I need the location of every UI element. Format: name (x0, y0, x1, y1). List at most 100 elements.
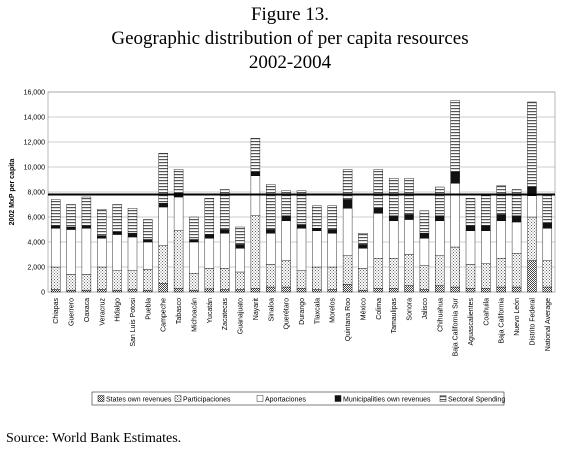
bar-segment (158, 153, 168, 204)
bar-segment (281, 220, 291, 261)
bar-segment (342, 169, 353, 200)
bar-segment (204, 238, 215, 269)
bar-segment (527, 101, 537, 188)
legend-swatch (97, 395, 105, 402)
bar-segment (465, 225, 476, 231)
bar-segment (189, 239, 199, 243)
bar-segment (281, 215, 291, 221)
bar-segment (435, 220, 445, 256)
bar-segment (465, 264, 476, 289)
bar-segment (81, 228, 92, 275)
bar-segment (204, 234, 215, 239)
bar-segment (266, 264, 276, 288)
bar-segment (481, 230, 491, 264)
bar-segment (235, 289, 245, 293)
title-line: Geographic distribution of per capita re… (111, 28, 468, 49)
x-tick-label: Baja California (499, 298, 506, 344)
bar-segment (143, 289, 153, 293)
bar-segment (189, 273, 199, 291)
x-tick-label: Veracruz (99, 298, 106, 326)
bar-segment (235, 244, 245, 249)
bar-segment (66, 289, 76, 293)
bar-segment (219, 233, 230, 269)
bar-segment (235, 271, 245, 290)
bar-segment (327, 266, 337, 290)
legend-swatch (174, 395, 182, 402)
bar-segment (127, 236, 138, 271)
bar-segment (158, 245, 168, 284)
x-tick-label: Oaxaca (84, 298, 91, 322)
bar-segment (527, 260, 537, 293)
bar-segment (143, 219, 153, 240)
x-tick-label: Morelos (330, 298, 337, 323)
bar-segment (204, 198, 215, 235)
bar-segment (450, 183, 460, 248)
bar-segment (173, 230, 184, 289)
bar-segment (173, 288, 184, 293)
y-axis-label: 2002 MxP per capita (9, 159, 16, 226)
bar-segment (250, 171, 261, 176)
bar-segment (404, 178, 414, 215)
bar-segment (542, 223, 553, 229)
bar-segment (404, 214, 414, 220)
bar-segment (127, 208, 138, 234)
bar-segment (388, 288, 399, 293)
bar-segment (97, 238, 107, 268)
bar-segment (542, 194, 553, 224)
legend-label: Aportaciones (265, 397, 306, 404)
y-tick-label: 6,000 (27, 215, 45, 222)
bar-segment (542, 260, 553, 288)
bar-segment (266, 286, 276, 293)
bar-segment (373, 258, 384, 289)
bar-segment (296, 228, 307, 271)
bar-segment (250, 215, 261, 289)
bar-segment (419, 238, 430, 266)
bar-segment (419, 289, 430, 293)
bar-segment (450, 100, 460, 173)
bar-segment (97, 235, 107, 239)
x-tick-label: Distrito Federal (529, 298, 536, 346)
x-tick-label: Hidalgo (115, 298, 122, 322)
bar-segment (50, 289, 61, 293)
bar-segment (112, 289, 122, 293)
bar-segment (327, 205, 337, 230)
bar-segment (81, 274, 92, 291)
bar-segment (219, 268, 230, 290)
title-line: 2002-2004 (249, 52, 332, 73)
x-tick-label: Chihuahua (437, 298, 444, 332)
bar-segment (511, 253, 522, 288)
legend-swatch (256, 395, 264, 402)
bar-segment (388, 215, 399, 221)
x-tick-label: Guerrero (69, 298, 76, 326)
x-tick-label: Jalisco (422, 298, 429, 320)
x-tick-label: Querétaro (284, 298, 291, 330)
y-tick-label: 2,000 (27, 265, 45, 272)
x-tick-label: Durango (299, 298, 306, 325)
bar-segment (496, 214, 506, 221)
bar-segment (511, 221, 522, 254)
bar-segment (342, 284, 353, 293)
bar-segment (435, 285, 445, 293)
bar-segment (50, 266, 61, 290)
y-tick-label: 10,000 (24, 165, 46, 172)
bar-segment (327, 289, 337, 293)
bar-segment (542, 286, 553, 293)
y-tick-label: 8,000 (27, 190, 45, 197)
x-tick-label: Coahuila (483, 298, 490, 326)
bar-segment (266, 233, 276, 265)
bar-segment (496, 185, 506, 215)
x-tick-label: Chiapas (53, 298, 60, 324)
bar-segment (419, 233, 430, 239)
bar-segment (358, 233, 368, 245)
x-tick-label: Zacatecas (222, 298, 229, 331)
bar-segment (112, 270, 122, 291)
bar-segment (450, 246, 460, 288)
bar-segment (450, 171, 460, 184)
bar-segment (50, 199, 61, 226)
bar-segment (50, 225, 61, 229)
bar-segment (496, 258, 506, 288)
x-tick-label: National Average (545, 298, 552, 351)
bar-segment (481, 263, 491, 289)
bar-segment (235, 248, 245, 273)
